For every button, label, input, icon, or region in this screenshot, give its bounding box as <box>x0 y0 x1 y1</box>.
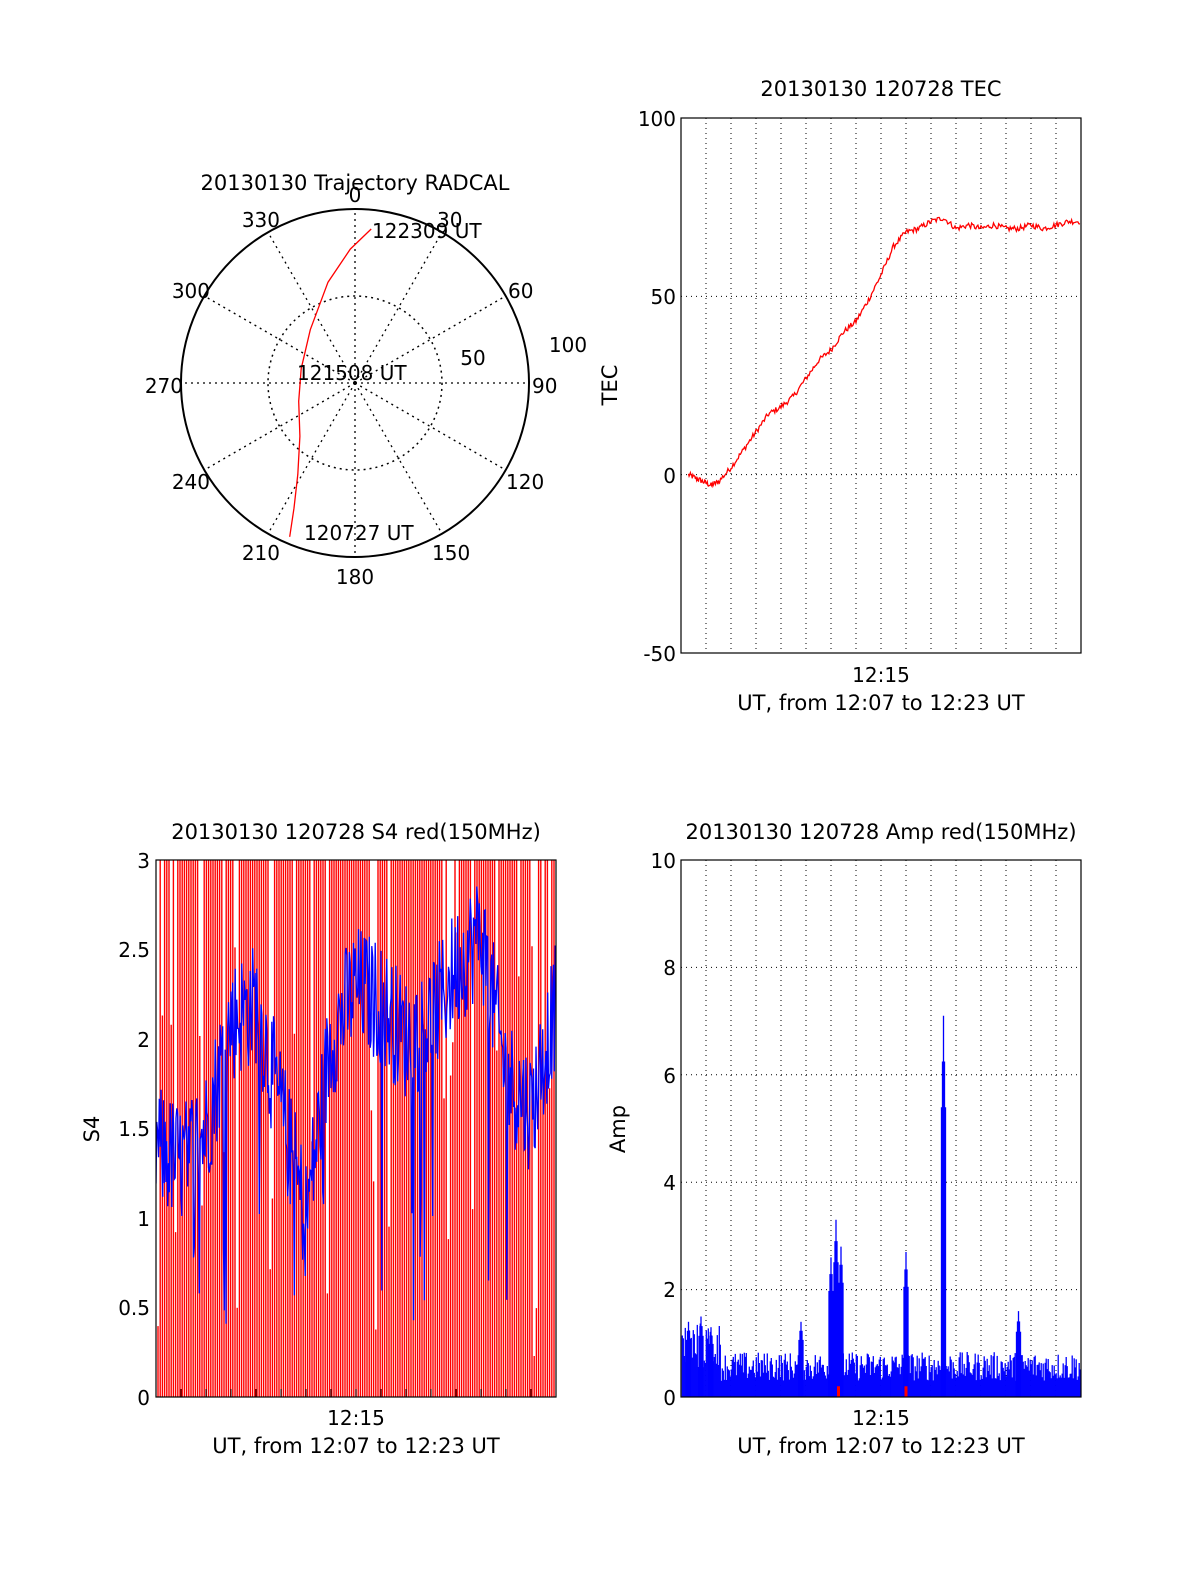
s4-y-label: S4 <box>80 1116 104 1143</box>
az-label-150: 150 <box>432 541 470 565</box>
polar-grid-circle-50 <box>267 295 443 471</box>
amp-ytick-4: 4 <box>663 1171 676 1195</box>
az-label-330: 330 <box>242 208 280 232</box>
az-label-30: 30 <box>437 208 462 232</box>
tec-series-line <box>687 216 1081 489</box>
amp-xtick-1215: 12:15 <box>852 1406 910 1430</box>
s4-ytick-3: 3 <box>137 849 150 873</box>
radial-label-100: 100 <box>549 333 587 357</box>
az-label-300: 300 <box>172 279 210 303</box>
amp-axes-frame <box>680 859 1082 1398</box>
amp-ytick-0: 0 <box>663 1386 676 1410</box>
amp-grid <box>681 860 1081 1397</box>
tec-axes-frame <box>680 117 1082 654</box>
s4-ytick-2: 2 <box>137 1028 150 1052</box>
s4-xtick-1215: 12:15 <box>327 1406 385 1430</box>
amp-y-label: Amp <box>606 1105 630 1153</box>
amp-blue-series <box>681 1015 1081 1397</box>
az-label-180: 180 <box>336 565 374 589</box>
tec-ytick-50: 50 <box>651 285 676 309</box>
amp-ytick-2: 2 <box>663 1278 676 1302</box>
polar-grid-spoke <box>354 382 507 471</box>
amp-ytick-8: 8 <box>663 956 676 980</box>
polar-grid-spoke <box>354 295 507 384</box>
s4-title: 20130130 120728 S4 red(150MHz) <box>171 820 541 844</box>
amp-title: 20130130 120728 Amp red(150MHz) <box>685 820 1076 844</box>
polar-trajectory-plot: 20130130 Trajectory RADCAL 0 30 60 90 12… <box>145 171 587 589</box>
tec-title: 20130130 120728 TEC <box>760 77 1001 101</box>
polar-grid-spoke <box>203 382 356 471</box>
az-label-0: 0 <box>349 183 362 207</box>
tec-grid <box>681 118 1081 653</box>
polar-grid-spoke <box>354 231 443 384</box>
s4-ytick-0: 0 <box>137 1386 150 1410</box>
polar-grid-spoke <box>203 295 356 384</box>
polar-grid-spoke <box>267 382 356 535</box>
s4-ytick-2p5: 2.5 <box>118 938 150 962</box>
az-label-240: 240 <box>172 470 210 494</box>
amp-y-ticks: 10 8 6 4 2 0 <box>651 849 676 1410</box>
s4-y-ticks: 3 2.5 2 1.5 1 0.5 0 <box>118 849 150 1410</box>
tec-y-label: TEC <box>598 365 622 407</box>
polar-title: 20130130 Trajectory RADCAL <box>201 171 510 195</box>
az-label-60: 60 <box>508 279 533 303</box>
s4-x-label: UT, from 12:07 to 12:23 UT <box>212 1434 500 1458</box>
amp-plot: 20130130 120728 Amp red(150MHz) 10 8 6 4… <box>606 820 1082 1458</box>
polar-annotation-start: 120727 UT <box>304 521 414 545</box>
az-label-270: 270 <box>145 374 183 398</box>
az-label-210: 210 <box>242 541 280 565</box>
amp-ytick-6: 6 <box>663 1064 676 1088</box>
polar-grid-spoke <box>354 382 443 535</box>
tec-ytick-100: 100 <box>638 107 676 131</box>
s4-ytick-1p5: 1.5 <box>118 1117 150 1141</box>
s4-plot: 20130130 120728 S4 red(150MHz) 3 2.5 2 1… <box>80 820 557 1458</box>
tec-x-label: UT, from 12:07 to 12:23 UT <box>737 691 1025 715</box>
polar-grid <box>181 209 529 557</box>
amp-ytick-10: 10 <box>651 849 676 873</box>
tec-y-ticks: 100 50 0 -50 <box>638 107 676 666</box>
s4-ytick-0p5: 0.5 <box>118 1296 150 1320</box>
amp-red-series <box>837 1386 908 1397</box>
tec-plot: 20130130 120728 TEC 100 50 0 -50 12:15 U… <box>598 77 1082 715</box>
polar-azimuth-labels: 0 30 60 90 120 150 180 210 240 270 300 3… <box>145 183 558 589</box>
s4-blue-series-line <box>156 886 556 1324</box>
az-label-120: 120 <box>506 470 544 494</box>
polar-grid-spoke <box>267 231 356 384</box>
tec-ytick-0: 0 <box>663 464 676 488</box>
amp-x-label: UT, from 12:07 to 12:23 UT <box>737 1434 1025 1458</box>
tec-xtick-1215: 12:15 <box>852 663 910 687</box>
radial-label-50: 50 <box>460 346 485 370</box>
s4-tick-marks <box>180 1389 532 1397</box>
polar-outer-circle <box>180 208 530 558</box>
tec-ytick-neg50: -50 <box>643 642 676 666</box>
s4-ytick-1: 1 <box>137 1207 150 1231</box>
polar-trajectory-line <box>289 228 372 537</box>
az-label-90: 90 <box>532 374 557 398</box>
polar-annotation-mid: 121508 UT <box>297 361 407 385</box>
polar-annotation-end: 122309 UT <box>372 219 482 243</box>
